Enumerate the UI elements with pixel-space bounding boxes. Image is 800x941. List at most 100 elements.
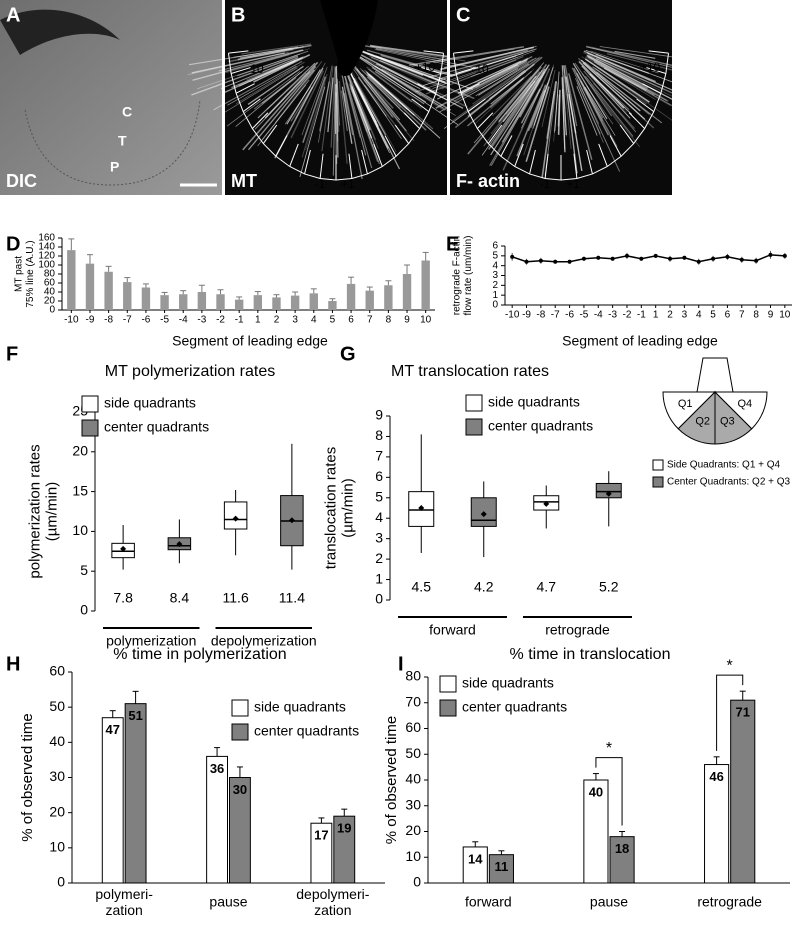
fiber xyxy=(359,56,422,97)
y-tick-label: 50 xyxy=(405,745,421,761)
x-tick-label: 1 xyxy=(653,310,659,321)
value-label: 71 xyxy=(735,705,749,720)
fiber xyxy=(575,78,601,135)
inset-legend-label: Center Quadrants: Q2 + Q3 xyxy=(667,477,791,488)
legend-label: center quadrants xyxy=(254,723,359,739)
fiber xyxy=(351,64,394,119)
inset-region-label: Q4 xyxy=(737,398,752,410)
fiber xyxy=(337,78,340,126)
fiber xyxy=(521,83,544,129)
fiber xyxy=(490,83,532,135)
x-tick-label: -9 xyxy=(522,310,531,321)
bar xyxy=(346,283,356,310)
fiber xyxy=(606,53,682,73)
fiber xyxy=(351,63,393,118)
x-tick-label: -7 xyxy=(551,310,560,321)
y-tick-label: 10 xyxy=(49,839,65,855)
x-tick-label: 9 xyxy=(768,310,774,321)
fiber xyxy=(516,84,547,157)
y-axis-label: % of observed time xyxy=(383,716,400,844)
panel-letter: E xyxy=(446,233,459,255)
fiber xyxy=(557,89,561,135)
fiber xyxy=(246,58,299,81)
fiber xyxy=(192,49,304,81)
bar xyxy=(402,274,412,310)
value-label: 40 xyxy=(589,784,603,799)
x-tick-label: polymeri-zation xyxy=(95,886,153,918)
fiber xyxy=(191,55,299,96)
x-tick-label: -8 xyxy=(536,310,545,321)
y-tick-label: 0 xyxy=(80,602,88,618)
edge-outline xyxy=(452,53,670,181)
fiber xyxy=(254,71,311,130)
fiber xyxy=(235,61,305,105)
fiber xyxy=(241,43,311,55)
mean-marker xyxy=(288,517,295,524)
x-tick-label: retrograde xyxy=(545,622,610,638)
y-tick-label: 6 xyxy=(492,241,498,252)
chart-title: MT translocation rates xyxy=(391,363,549,380)
fiber xyxy=(582,87,604,122)
x-tick-label: 9 xyxy=(404,315,410,326)
y-tick-label: 60 xyxy=(405,719,421,735)
fiber xyxy=(440,46,535,71)
value-label: 11.6 xyxy=(223,590,249,606)
fiber xyxy=(357,77,387,117)
region-label: P xyxy=(110,159,119,175)
fiber xyxy=(338,80,348,164)
fiber xyxy=(453,49,534,73)
fiber xyxy=(335,65,339,158)
fiber xyxy=(585,45,711,75)
fiber xyxy=(284,86,311,125)
y-tick-label: 0 xyxy=(413,874,421,890)
value-label: 46 xyxy=(709,769,723,784)
fiber xyxy=(435,59,528,109)
bar xyxy=(583,779,609,884)
fiber xyxy=(375,55,474,90)
x-tick-label: 3 xyxy=(292,315,298,326)
fiber xyxy=(520,88,541,124)
legend-swatch xyxy=(465,418,483,436)
y-tick-label: 7 xyxy=(375,448,383,464)
fiber xyxy=(239,46,304,59)
fiber xyxy=(573,67,610,136)
legend-label: side quadrants xyxy=(254,699,346,715)
fiber xyxy=(585,56,656,100)
x-tick-label: 2 xyxy=(274,315,280,326)
fiber xyxy=(481,58,534,90)
value-label: 5.2 xyxy=(599,579,619,595)
x-tick-label: 6 xyxy=(348,315,354,326)
image-label: DIC xyxy=(6,171,37,191)
value-label: 51 xyxy=(128,708,142,723)
fiber xyxy=(578,60,625,109)
bar xyxy=(488,854,514,884)
segment-tick xyxy=(467,98,486,113)
fiber xyxy=(374,70,425,105)
fiber xyxy=(585,75,634,137)
y-tick-label: 5 xyxy=(492,250,498,261)
y-tick-label: 100 xyxy=(38,260,55,271)
mean-marker xyxy=(543,500,550,507)
fiber xyxy=(563,75,572,149)
x-tick-label: -6 xyxy=(141,315,150,326)
fiber xyxy=(519,64,550,118)
y-tick-label: 0 xyxy=(57,874,65,890)
fiber xyxy=(341,67,367,156)
y-axis-label: retrograde F-actinflow rate (um/min) xyxy=(451,235,474,315)
fiber xyxy=(593,61,675,108)
value-label: 18 xyxy=(615,841,629,856)
edge-label: -10 xyxy=(471,62,489,76)
legend-swatch xyxy=(231,699,249,717)
fiber xyxy=(290,70,324,139)
segment-tick xyxy=(487,124,503,144)
significance-mark: * xyxy=(606,740,612,757)
value-label: 4.7 xyxy=(537,579,557,595)
fiber xyxy=(226,71,301,127)
fiber xyxy=(345,82,361,138)
dic-cell-body xyxy=(0,9,120,55)
fiber xyxy=(235,65,309,127)
y-tick-label: 10 xyxy=(405,848,421,864)
fiber xyxy=(596,71,663,124)
segment-tick xyxy=(423,50,444,54)
fiber xyxy=(587,56,669,102)
